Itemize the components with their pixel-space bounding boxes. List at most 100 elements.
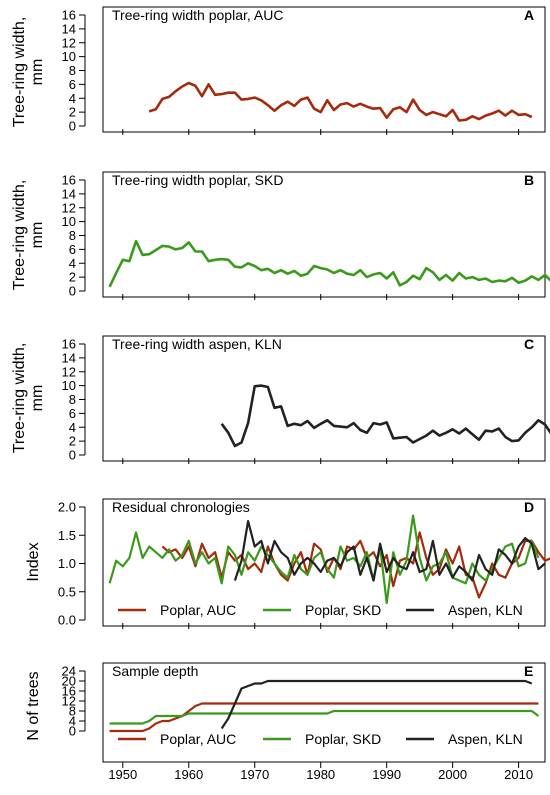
panel-c-ylabel-line1: Tree-ring width, bbox=[11, 343, 28, 454]
series-line-chronology-b bbox=[108, 239, 550, 288]
y-tick-label: 16 bbox=[62, 337, 76, 352]
x-tick-label: 2000 bbox=[438, 767, 467, 782]
panel-d-title: Residual chronologies bbox=[112, 499, 250, 515]
y-tick-label: 4 bbox=[69, 256, 76, 271]
y-tick-label: 4 bbox=[69, 91, 76, 106]
y-tick-label: 14 bbox=[62, 21, 76, 36]
series-line-poplar-skd bbox=[108, 514, 540, 605]
panel-d-frame bbox=[102, 498, 546, 627]
x-tick-label: 2010 bbox=[504, 767, 533, 782]
x-tick-label: 1960 bbox=[174, 767, 203, 782]
panel-d-ylabel: Index bbox=[25, 542, 42, 581]
y-tick-label: 4 bbox=[69, 420, 76, 435]
y-tick-label: 6 bbox=[69, 77, 76, 92]
series-line-chronology-c bbox=[220, 384, 550, 448]
y-tick-label: 0 bbox=[69, 284, 76, 299]
panel-a-frame bbox=[102, 6, 546, 133]
y-tick-label: 12 bbox=[62, 694, 76, 709]
panel-a-ylabel: Tree-ring width, mm bbox=[11, 17, 46, 128]
panel-c-title: Tree-ring width aspen, KLN bbox=[112, 336, 282, 352]
y-tick-label: 1.0 bbox=[58, 556, 76, 571]
y-tick-label: 4 bbox=[69, 714, 76, 729]
y-tick-label: 12 bbox=[62, 35, 76, 50]
y-tick-label: 10 bbox=[62, 49, 76, 64]
legend-d-poplar-skd-label: Poplar, SKD bbox=[305, 602, 381, 618]
series-line-poplar-auc bbox=[109, 702, 539, 733]
panel-e-legend: Poplar, AUC Poplar, SKD Aspen, KLN bbox=[118, 731, 523, 747]
panel-b-title: Tree-ring width poplar, SKD bbox=[112, 172, 283, 188]
legend-d-poplar-auc-label: Poplar, AUC bbox=[160, 602, 236, 618]
x-tick-label: 1950 bbox=[108, 767, 137, 782]
legend-e-poplar-auc-label: Poplar, AUC bbox=[160, 731, 236, 747]
panel-c-ylabel-line2: mm bbox=[29, 385, 46, 412]
y-tick-label: 2 bbox=[69, 434, 76, 449]
panel-d-plot: 0.0 0.5 1.0 1.5 2.0 bbox=[58, 500, 550, 629]
panel-a-letter: A bbox=[524, 7, 534, 23]
panel-b-frame bbox=[102, 171, 546, 298]
panel-d-letter: D bbox=[524, 499, 534, 515]
series-line-poplar-skd bbox=[109, 709, 540, 725]
panel-b-letter: B bbox=[524, 172, 534, 188]
x-tick-label: 1970 bbox=[240, 767, 269, 782]
y-tick-label: 2.0 bbox=[58, 500, 76, 515]
y-tick-label: 8 bbox=[69, 704, 76, 719]
y-tick-label: 16 bbox=[62, 173, 76, 188]
y-tick-label: 6 bbox=[69, 406, 76, 421]
panel-b: Tree-ring width poplar, SKD B Tree-ring … bbox=[11, 171, 550, 300]
series-line-aspen-kln bbox=[220, 679, 533, 730]
y-tick-label: 0 bbox=[69, 724, 76, 739]
y-tick-label: 0.0 bbox=[58, 613, 76, 628]
y-tick-label: 20 bbox=[62, 674, 76, 689]
panel-e-ylabel: N of trees bbox=[25, 671, 42, 740]
panel-e-frame bbox=[102, 662, 546, 763]
legend-e-aspen-kln-label: Aspen, KLN bbox=[448, 731, 523, 747]
panel-b-ylabel: Tree-ring width, mm bbox=[11, 180, 46, 291]
y-tick-label: 0.5 bbox=[58, 584, 76, 599]
y-tick-label: 2 bbox=[69, 105, 76, 120]
panel-c-letter: C bbox=[524, 336, 534, 352]
panel-e-letter: E bbox=[524, 663, 533, 679]
y-tick-label: 0 bbox=[69, 119, 76, 134]
panel-d: Residual chronologies D Index 0.0 0.5 1.0 1… bbox=[25, 498, 550, 629]
y-tick-label: 6 bbox=[69, 242, 76, 257]
panel-a-title: Tree-ring width poplar, AUC bbox=[112, 7, 283, 23]
panel-a-ylabel-line2: mm bbox=[29, 59, 46, 86]
panel-c-frame bbox=[102, 335, 546, 462]
y-tick-label: 14 bbox=[62, 186, 76, 201]
panel-c-ylabel: Tree-ring width, mm bbox=[11, 343, 46, 454]
legend-e-poplar-skd-label: Poplar, SKD bbox=[305, 731, 381, 747]
y-tick-label: 14 bbox=[62, 350, 76, 365]
y-tick-label: 10 bbox=[62, 214, 76, 229]
panel-a-ylabel-line1: Tree-ring width, bbox=[11, 17, 28, 128]
series-line-chronology-a bbox=[148, 81, 533, 122]
y-tick-label: 8 bbox=[69, 392, 76, 407]
y-tick-label: 8 bbox=[69, 228, 76, 243]
y-tick-label: 0 bbox=[69, 448, 76, 463]
y-tick-label: 16 bbox=[62, 684, 76, 699]
panel-e-ylabel-line1: N of trees bbox=[25, 671, 42, 740]
x-tick-label: 1980 bbox=[306, 767, 335, 782]
y-tick-label: 12 bbox=[62, 364, 76, 379]
panel-e-title: Sample depth bbox=[112, 663, 198, 679]
panel-d-ylabel-line1: Index bbox=[25, 542, 42, 581]
panel-a: Tree-ring width poplar, AUC A Tree-ring … bbox=[11, 6, 546, 135]
x-tick-label: 1990 bbox=[372, 767, 401, 782]
y-tick-label: 2 bbox=[69, 270, 76, 285]
legend-d-aspen-kln-label: Aspen, KLN bbox=[448, 602, 523, 618]
panel-b-ylabel-line2: mm bbox=[29, 222, 46, 249]
y-tick-label: 1.5 bbox=[58, 528, 76, 543]
x-axis: 1950 1960 1970 1980 1990 2000 2010 bbox=[108, 767, 533, 782]
y-tick-label: 16 bbox=[62, 8, 76, 23]
series-line-poplar-auc bbox=[161, 531, 550, 599]
panel-b-ylabel-line1: Tree-ring width, bbox=[11, 180, 28, 291]
panel-d-legend: Poplar, AUC Poplar, SKD Aspen, KLN bbox=[118, 602, 523, 618]
y-tick-label: 10 bbox=[62, 378, 76, 393]
y-tick-label: 24 bbox=[62, 664, 76, 679]
panel-c: Tree-ring width aspen, KLN C Tree-ring w… bbox=[11, 335, 550, 464]
